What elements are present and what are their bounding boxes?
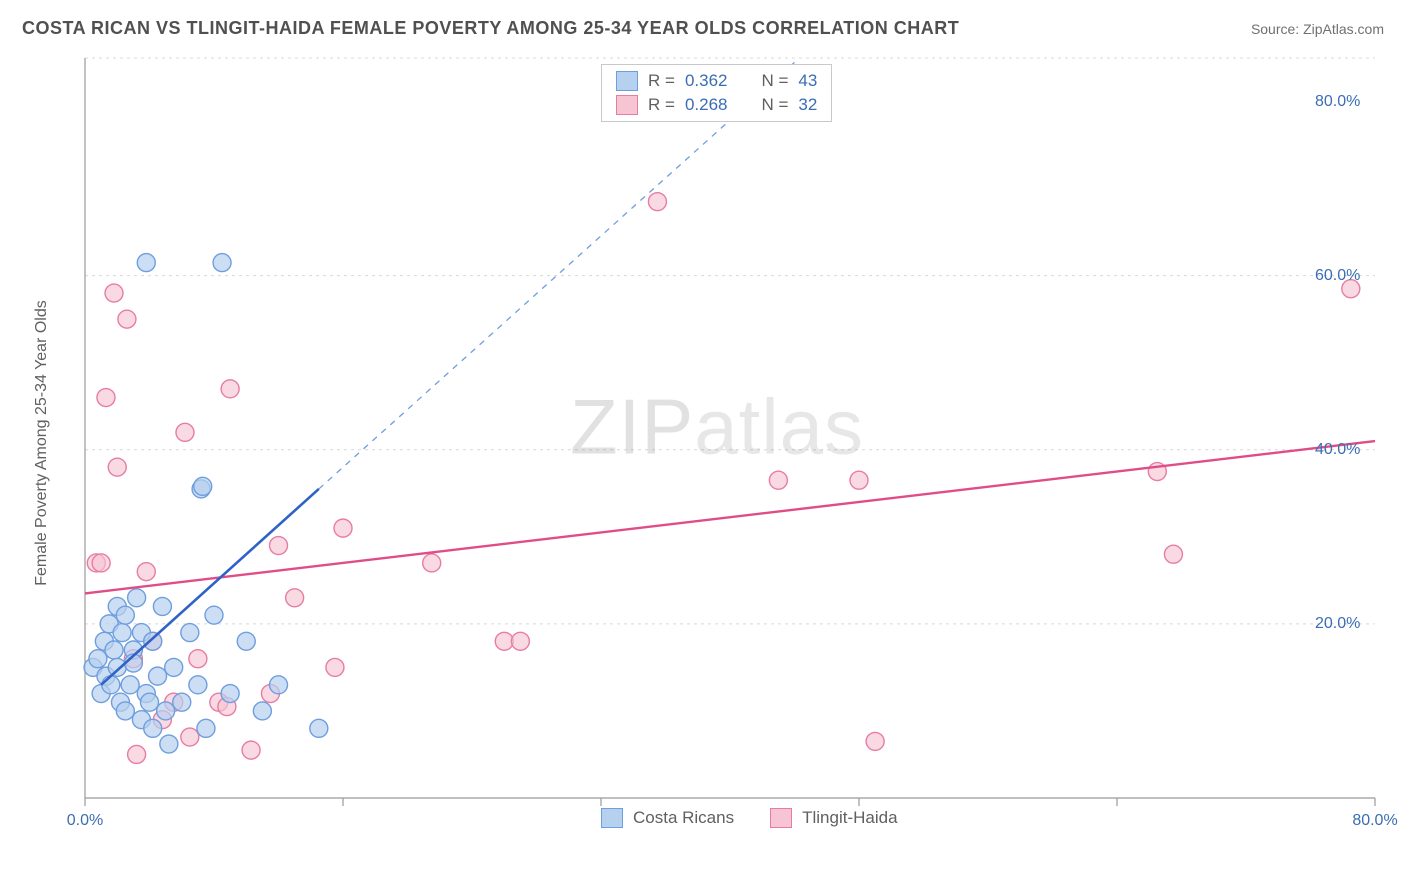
data-point [511,632,529,650]
data-point [270,537,288,555]
data-point [141,693,159,711]
data-point [310,719,328,737]
legend-swatch [770,808,792,828]
data-point [113,624,131,642]
data-point [237,632,255,650]
data-point [153,597,171,615]
source-prefix: Source: [1251,21,1303,37]
series-legend-item: Tlingit-Haida [770,808,897,828]
data-point [648,193,666,211]
y-tick-label: 60.0% [1315,267,1360,285]
series-legend: Costa Ricans Tlingit-Haida [601,808,898,828]
data-point [92,554,110,572]
data-point [205,606,223,624]
data-point [850,471,868,489]
data-point [116,702,134,720]
data-point [286,589,304,607]
data-point [118,310,136,328]
x-tick-label: 80.0% [1352,812,1397,830]
series-legend-label: Tlingit-Haida [802,808,897,828]
n-label: N = [761,71,788,91]
y-tick-label: 20.0% [1315,615,1360,633]
data-point [334,519,352,537]
chart-container: COSTA RICAN VS TLINGIT-HAIDA FEMALE POVE… [0,0,1406,892]
y-axis-label: Female Poverty Among 25-34 Year Olds [33,300,51,586]
n-value: 43 [798,71,817,91]
r-value: 0.268 [685,95,728,115]
data-point [866,732,884,750]
data-point [108,658,126,676]
series-legend-label: Costa Ricans [633,808,734,828]
data-point [423,554,441,572]
data-point [102,676,120,694]
data-point [157,702,175,720]
r-value: 0.362 [685,71,728,91]
data-point [144,719,162,737]
scatter-plot [50,48,1384,838]
legend-swatch [601,808,623,828]
data-point [194,477,212,495]
data-point [221,380,239,398]
y-tick-label: 40.0% [1315,441,1360,459]
data-point [189,676,207,694]
data-point [181,728,199,746]
data-point [128,745,146,763]
data-point [105,641,123,659]
data-point [165,658,183,676]
data-point [181,624,199,642]
data-point [128,589,146,607]
data-point [108,458,126,476]
data-point [495,632,513,650]
data-point [176,423,194,441]
data-point [189,650,207,668]
legend-swatch [616,71,638,91]
data-point [253,702,271,720]
legend-swatch [616,95,638,115]
data-point [326,658,344,676]
chart-source: Source: ZipAtlas.com [1251,21,1384,37]
series-legend-item: Costa Ricans [601,808,734,828]
stats-legend: R = 0.362 N = 43 R = 0.268 N = 32 [601,64,832,122]
data-point [116,606,134,624]
r-label: R = [648,71,675,91]
data-point [221,685,239,703]
plot-area: Female Poverty Among 25-34 Year Olds ZIP… [50,48,1384,838]
y-tick-label: 80.0% [1315,93,1360,111]
data-point [270,676,288,694]
data-point [121,676,139,694]
source-link[interactable]: ZipAtlas.com [1303,21,1384,37]
stats-legend-row: R = 0.268 N = 32 [602,93,831,117]
data-point [160,735,178,753]
data-point [89,650,107,668]
data-point [769,471,787,489]
data-point [149,667,167,685]
data-point [97,389,115,407]
stats-legend-row: R = 0.362 N = 43 [602,69,831,93]
data-point [137,254,155,272]
data-point [137,563,155,581]
chart-title: COSTA RICAN VS TLINGIT-HAIDA FEMALE POVE… [22,18,959,39]
data-point [242,741,260,759]
x-tick-label: 0.0% [67,812,103,830]
data-point [144,632,162,650]
r-label: R = [648,95,675,115]
n-label: N = [761,95,788,115]
data-point [197,719,215,737]
chart-header: COSTA RICAN VS TLINGIT-HAIDA FEMALE POVE… [22,18,1384,39]
data-point [1164,545,1182,563]
data-point [213,254,231,272]
n-value: 32 [798,95,817,115]
data-point [105,284,123,302]
data-point [173,693,191,711]
